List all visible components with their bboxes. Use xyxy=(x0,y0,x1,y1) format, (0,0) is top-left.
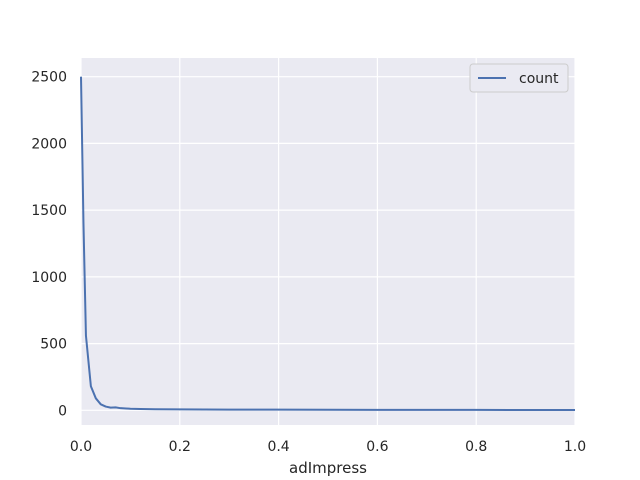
y-tick-label: 1000 xyxy=(31,270,67,286)
x-tick-labels: 0.0 0.2 0.4 0.6 0.8 1.0 xyxy=(70,439,586,455)
y-tick-labels: 0 500 1000 1500 2000 2500 xyxy=(31,70,67,420)
y-tick-label: 0 xyxy=(58,403,67,419)
grid-lines xyxy=(80,58,576,425)
y-tick-label: 2500 xyxy=(31,70,67,86)
series-layer xyxy=(80,76,575,412)
legend-box xyxy=(469,63,569,93)
y-tick-label: 1500 xyxy=(31,203,67,219)
y-tick-label: 500 xyxy=(40,337,67,353)
x-tick-label: 0.8 xyxy=(465,439,487,455)
x-tick-label: 1.0 xyxy=(564,439,586,455)
y-tick-label: 2000 xyxy=(31,136,67,152)
x-tick-label: 0.0 xyxy=(70,439,92,455)
x-axis-label: adImpress xyxy=(289,459,367,477)
legend: count xyxy=(469,63,569,93)
plot-background xyxy=(81,58,575,425)
x-tick-label: 0.6 xyxy=(366,439,388,455)
x-tick-label: 0.4 xyxy=(267,439,289,455)
legend-label-count: count xyxy=(519,71,559,87)
series-line-count xyxy=(80,76,575,412)
x-tick-label: 0.2 xyxy=(169,439,191,455)
